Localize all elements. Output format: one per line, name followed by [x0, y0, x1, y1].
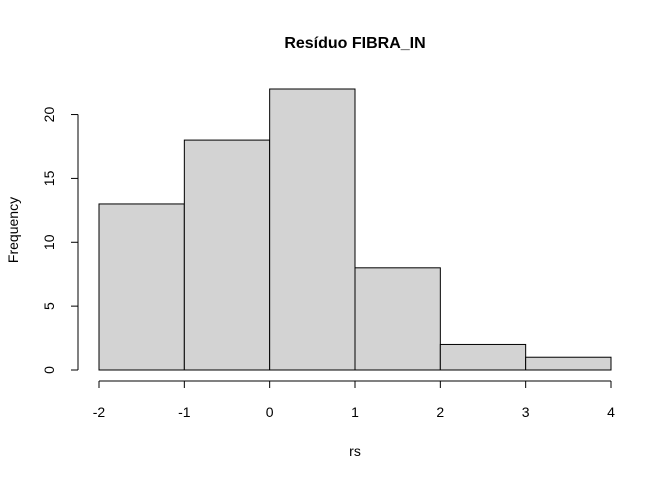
y-axis: 0 5 10 15 20: [41, 107, 79, 374]
histogram-bar-3: [354, 267, 441, 371]
x-tick-label-6: 4: [607, 404, 615, 420]
x-tick-label-0: -2: [93, 404, 106, 420]
y-tick-label-1: 5: [41, 302, 57, 310]
x-tick-label-3: 1: [351, 404, 359, 420]
histogram-bar-1: [183, 139, 271, 371]
histogram-bar-4: [439, 343, 527, 371]
y-tick-label-2: 10: [41, 234, 57, 250]
x-axis-label: rs: [349, 443, 361, 459]
chart-title: Resíduo FIBRA_IN: [284, 35, 425, 52]
histogram-bar-0: [98, 203, 185, 371]
histogram-bar-5: [525, 356, 612, 371]
y-tick-label-3: 15: [41, 170, 57, 186]
x-tick-label-5: 3: [522, 404, 530, 420]
y-tick-label-4: 20: [41, 107, 57, 123]
x-axis: -2 -1 0 1 2 3 4: [93, 380, 615, 420]
y-tick-label-0: 0: [41, 366, 57, 374]
x-tick-label-2: 0: [266, 404, 274, 420]
x-tick-label-4: 2: [436, 404, 444, 420]
y-axis-label: Frequency: [5, 197, 21, 263]
x-tick-label-1: -1: [178, 404, 191, 420]
bars-group: [98, 88, 612, 371]
histogram-bar-2: [269, 88, 356, 371]
